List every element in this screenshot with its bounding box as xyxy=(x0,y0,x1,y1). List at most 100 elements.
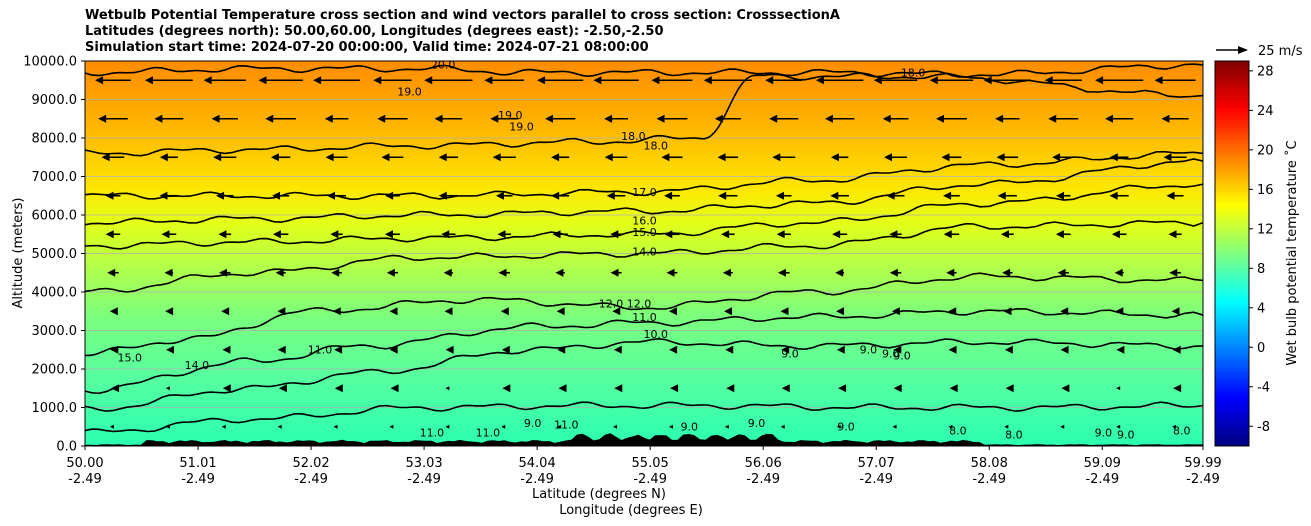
wind-arrow xyxy=(105,230,121,239)
wind-arrow xyxy=(500,307,509,316)
wind-arrow xyxy=(1060,345,1069,354)
wind-arrow xyxy=(277,345,286,354)
x-tick-label-lat: 50.00 xyxy=(66,456,103,471)
wind-arrow-head xyxy=(490,114,499,123)
y-tick-label: 8000.0 xyxy=(32,132,78,147)
x-tick-label-lon: -2.49 xyxy=(746,472,780,487)
wind-arrow-head xyxy=(275,268,284,277)
terrain xyxy=(85,433,1203,446)
wind-arrow xyxy=(948,307,957,316)
x-axis-label-lon: Longitude (degrees E) xyxy=(559,503,703,518)
contour-label: 17.0 xyxy=(632,186,657,199)
wind-arrow xyxy=(1004,345,1013,354)
wind-arrow xyxy=(613,424,618,429)
wind-arrow-head xyxy=(765,76,774,85)
wind-arrow-head xyxy=(501,345,510,354)
wind-arrow-head xyxy=(557,345,566,354)
wind-arrow xyxy=(1166,191,1184,200)
wind-arrow-head xyxy=(105,230,114,239)
wind-arrow-head xyxy=(327,191,336,200)
wind-arrow xyxy=(330,230,343,239)
wind-arrow-head xyxy=(95,76,104,85)
contour-label: 8.0 xyxy=(949,424,967,437)
wind-arrow-head xyxy=(1171,307,1180,316)
wind-arrow xyxy=(445,386,450,391)
colorbar-tick-label: 24 xyxy=(1257,104,1274,119)
wind-arrow-head xyxy=(445,345,454,354)
wind-arrow-head xyxy=(656,114,665,123)
wind-arrow-head xyxy=(661,153,670,162)
wind-arrow xyxy=(502,384,511,393)
y-tick-label: 6000.0 xyxy=(32,209,78,224)
contour-line xyxy=(85,72,1203,157)
wind-arrow-head xyxy=(726,384,735,393)
contour-label: 15.0 xyxy=(632,226,657,239)
wind-arrow xyxy=(278,384,287,393)
wind-arrow-head xyxy=(277,345,286,354)
contour-label: 12.0 xyxy=(627,297,652,310)
wind-arrow-head xyxy=(995,114,1004,123)
contour-line xyxy=(85,307,1203,395)
wind-arrow xyxy=(272,230,289,239)
wind-arrow xyxy=(1048,114,1079,123)
contour-line xyxy=(85,272,1203,357)
wind-arrow xyxy=(656,114,688,123)
grid-lines xyxy=(85,99,1203,408)
wind-arrow-head xyxy=(1057,268,1066,277)
y-tick-label: 9000.0 xyxy=(32,93,78,108)
wind-arrow-head xyxy=(717,153,726,162)
wind-arrow xyxy=(929,76,974,85)
wind-arrow xyxy=(166,345,175,354)
chart-title-line-3: Simulation start time: 2024-07-20 00:00:… xyxy=(85,40,649,55)
wind-arrow-head xyxy=(165,424,170,429)
wind-arrow-head xyxy=(892,424,897,429)
wind-arrow xyxy=(772,153,796,162)
wind-arrow-head xyxy=(221,307,230,316)
wind-arrow-head xyxy=(1048,114,1057,123)
wind-arrow-head xyxy=(815,76,824,85)
wind-arrow xyxy=(943,191,960,200)
contour-label: 11.0 xyxy=(308,344,333,357)
colorbar-tick-label: 12 xyxy=(1257,222,1274,237)
wind-arrow-head xyxy=(325,153,334,162)
wind-arrow xyxy=(668,424,673,429)
wind-arrow xyxy=(333,424,338,429)
wind-arrow xyxy=(438,191,458,200)
colorbar-tick-label: 20 xyxy=(1257,143,1274,158)
contour-line xyxy=(85,183,1203,250)
wind-arrow xyxy=(666,268,678,277)
wind-arrow xyxy=(669,345,678,354)
wind-arrow xyxy=(327,191,347,200)
wind-arrow-head xyxy=(1056,191,1065,200)
wind-arrow xyxy=(781,345,790,354)
wind-arrow-head xyxy=(651,76,660,85)
x-tick-label-lat: 52.02 xyxy=(292,456,329,471)
wind-arrow-head xyxy=(780,424,785,429)
contour-label: 14.0 xyxy=(185,359,210,372)
wind-arrow xyxy=(1116,345,1125,354)
x-tick-label-lon: -2.49 xyxy=(1186,472,1220,487)
y-tick-label: 2000.0 xyxy=(32,363,78,378)
wind-arrow-head xyxy=(389,424,394,429)
wind-arrow xyxy=(385,191,400,200)
wind-arrow-head xyxy=(1105,114,1114,123)
wind-arrow xyxy=(781,384,790,393)
x-tick-label-lon: -2.49 xyxy=(68,472,102,487)
wind-arrow xyxy=(996,153,1019,162)
wind-arrow xyxy=(723,307,732,316)
x-axis-label-lat: Latitude (degrees N) xyxy=(532,487,666,502)
wind-arrow xyxy=(724,424,729,429)
wind-arrow xyxy=(556,307,565,316)
wind-arrow xyxy=(1060,424,1065,429)
wind-arrow-head xyxy=(154,114,163,123)
wind-arrow xyxy=(604,153,628,162)
y-tick-label: 7000.0 xyxy=(32,170,78,185)
wind-arrow xyxy=(154,114,184,123)
contour-label: 16.0 xyxy=(632,215,657,228)
wind-arrow-head xyxy=(333,424,338,429)
wind-arrow xyxy=(668,307,677,316)
wind-arrow-head xyxy=(722,268,731,277)
wind-arrow xyxy=(936,114,967,123)
wind-arrow-head xyxy=(832,230,841,239)
